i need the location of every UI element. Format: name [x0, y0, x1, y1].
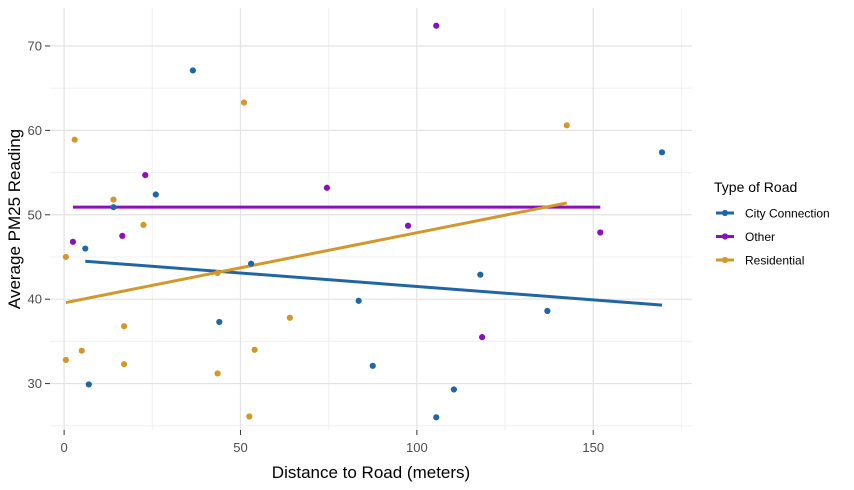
- data-point-city-connection: [152, 191, 159, 198]
- trend-line-city-connection: [85, 259, 663, 307]
- x-axis-title: Distance to Road (meters): [272, 463, 470, 482]
- data-point-residential: [563, 122, 570, 129]
- legend-label-city-connection: City Connection: [745, 206, 830, 220]
- x-tick-label: 0: [60, 440, 67, 455]
- data-point-other: [69, 238, 77, 245]
- data-points: [62, 22, 666, 421]
- legend-key-point-other: [721, 233, 729, 240]
- axis-ticks: 0 50 100 150 30 40 50 60 70: [28, 38, 605, 455]
- data-point-city-connection: [82, 245, 89, 252]
- data-point-other: [323, 184, 331, 191]
- data-point-city-connection: [433, 414, 440, 421]
- y-tick-label: 60: [28, 123, 42, 138]
- data-point-city-connection: [85, 381, 92, 388]
- data-point-other: [479, 334, 486, 341]
- legend-key-point-city-connection: [721, 209, 729, 217]
- data-point-other: [119, 232, 126, 239]
- data-point-residential: [214, 370, 221, 377]
- data-point-residential: [71, 136, 78, 143]
- data-point-residential: [62, 253, 69, 261]
- data-point-city-connection: [216, 318, 223, 326]
- data-point-residential: [251, 346, 258, 353]
- data-point-residential: [120, 361, 128, 368]
- y-tick-label: 30: [28, 376, 42, 391]
- data-point-city-connection: [355, 297, 362, 304]
- plot-panel: [50, 8, 692, 430]
- trend-lines: [65, 201, 663, 307]
- data-point-other: [433, 22, 440, 29]
- data-point-residential: [240, 99, 248, 106]
- legend-title: Type of Road: [714, 179, 797, 195]
- x-tick-label: 100: [406, 440, 428, 455]
- data-point-other: [142, 172, 149, 179]
- data-point-residential: [62, 356, 69, 364]
- data-point-residential: [78, 347, 85, 354]
- legend-label-residential: Residential: [745, 253, 804, 267]
- data-point-city-connection: [450, 386, 457, 393]
- legend: Type of Road City Connection Other Residen…: [714, 179, 830, 267]
- data-point-city-connection: [369, 362, 376, 369]
- data-point-city-connection: [658, 149, 666, 156]
- data-point-city-connection: [247, 260, 255, 267]
- data-point-residential: [246, 413, 253, 420]
- data-point-residential: [110, 196, 117, 203]
- data-point-residential: [214, 269, 221, 277]
- data-point-residential: [140, 221, 147, 229]
- y-tick-label: 70: [28, 38, 42, 53]
- x-tick-label: 50: [233, 440, 247, 455]
- legend-label-other: Other: [745, 230, 775, 244]
- data-point-residential: [120, 323, 128, 330]
- y-tick-label: 40: [28, 292, 42, 307]
- data-point-city-connection: [477, 271, 484, 278]
- legend-key-point-residential: [721, 256, 729, 264]
- x-tick-label: 150: [582, 440, 604, 455]
- data-point-other: [597, 229, 604, 236]
- legend-items: City Connection Other Residential: [716, 206, 830, 267]
- data-point-city-connection: [189, 67, 196, 74]
- trend-line-residential: [65, 201, 568, 305]
- data-point-other: [404, 222, 412, 229]
- data-point-city-connection: [544, 307, 551, 315]
- gridlines: [50, 8, 692, 430]
- data-point-residential: [286, 314, 293, 321]
- y-tick-label: 50: [28, 207, 42, 222]
- y-axis-title: Average PM25 Reading: [5, 129, 24, 309]
- data-point-city-connection: [110, 204, 117, 211]
